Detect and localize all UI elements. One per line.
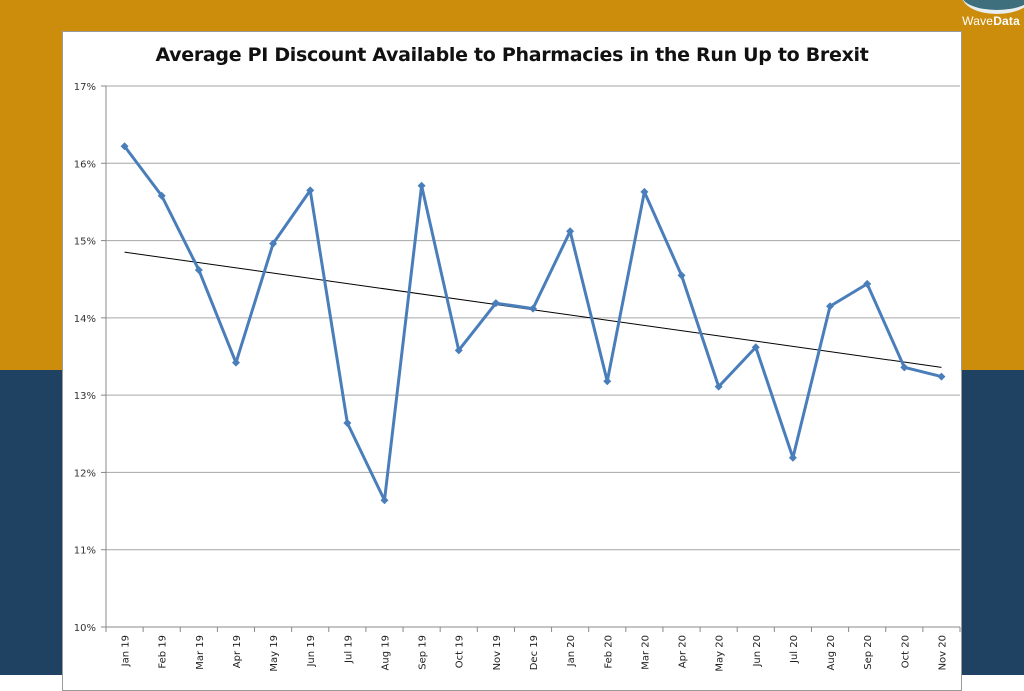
x-axis-label: Feb 20	[603, 635, 614, 669]
data-point-marker	[529, 304, 537, 313]
logo-text: WaveData	[962, 14, 1020, 28]
x-axis-label: Oct 19	[455, 635, 466, 668]
x-axis-label: Jan 20	[566, 635, 577, 667]
x-axis-label: Nov 20	[937, 635, 948, 670]
data-point-marker	[120, 142, 129, 151]
x-axis-label: Jan 19	[121, 635, 132, 667]
data-point-marker	[677, 271, 686, 280]
x-axis-label: Nov 19	[492, 635, 503, 670]
data-point-marker	[269, 239, 278, 248]
data-point-marker	[306, 186, 315, 195]
data-point-marker	[566, 227, 575, 236]
data-point-marker	[157, 191, 166, 200]
y-axis-label: 17%	[74, 82, 96, 93]
y-axis-label: 14%	[74, 314, 96, 325]
x-axis-label: Sep 19	[418, 635, 429, 670]
data-point-marker	[863, 279, 872, 288]
x-axis-label: Mar 19	[195, 635, 206, 670]
data-point-marker	[826, 302, 835, 311]
data-point-marker	[900, 363, 909, 372]
data-point-marker	[454, 346, 463, 355]
x-axis-label: Jun 20	[752, 635, 763, 668]
x-axis-label: Mar 20	[640, 635, 651, 670]
x-axis-label: Aug 20	[826, 635, 837, 670]
x-axis-label: Feb 19	[158, 635, 169, 669]
y-axis-label: 15%	[74, 237, 96, 248]
data-point-marker	[788, 453, 797, 462]
data-point-marker	[640, 187, 649, 196]
y-axis-label: 16%	[74, 159, 96, 170]
data-point-marker	[194, 265, 203, 274]
data-point-marker	[603, 377, 612, 386]
y-axis-label: 10%	[74, 623, 96, 634]
wavedata-logo: WaveData	[954, 0, 1024, 30]
x-axis-label: Jul 20	[789, 635, 800, 664]
y-axis-label: 12%	[74, 468, 96, 479]
x-axis-label: May 19	[269, 635, 280, 672]
data-point-marker	[231, 358, 240, 367]
x-axis-label: Aug 19	[380, 635, 391, 670]
chart-title: Average PI Discount Available to Pharmac…	[155, 44, 869, 66]
data-point-marker	[751, 343, 760, 352]
x-axis-label: Jun 19	[306, 635, 317, 668]
data-point-marker	[491, 299, 500, 308]
chart-panel	[62, 31, 962, 691]
x-axis-label: Apr 19	[232, 635, 243, 668]
line-chart: 10% 11% 12% 13% 14% 15% 16% 17% Jan 19 Feb 19 Mar …	[74, 82, 961, 672]
data-point-marker	[714, 382, 723, 391]
x-axis-label: Apr 20	[678, 635, 689, 668]
data-point-marker	[937, 372, 946, 381]
x-axis-label: Oct 20	[900, 635, 911, 668]
x-axis-label: Sep 20	[863, 635, 874, 670]
data-point-marker	[380, 496, 389, 505]
data-point-marker	[417, 181, 426, 190]
x-axis-label: Jul 19	[343, 635, 354, 664]
wave-logo-icon	[962, 0, 1024, 14]
x-axis-label: Dec 19	[529, 635, 540, 670]
y-axis-label: 11%	[74, 546, 96, 557]
data-point-marker	[343, 418, 352, 427]
x-axis-label: May 20	[715, 635, 726, 672]
data-series-line	[123, 145, 942, 502]
y-axis-label: 13%	[74, 391, 96, 402]
